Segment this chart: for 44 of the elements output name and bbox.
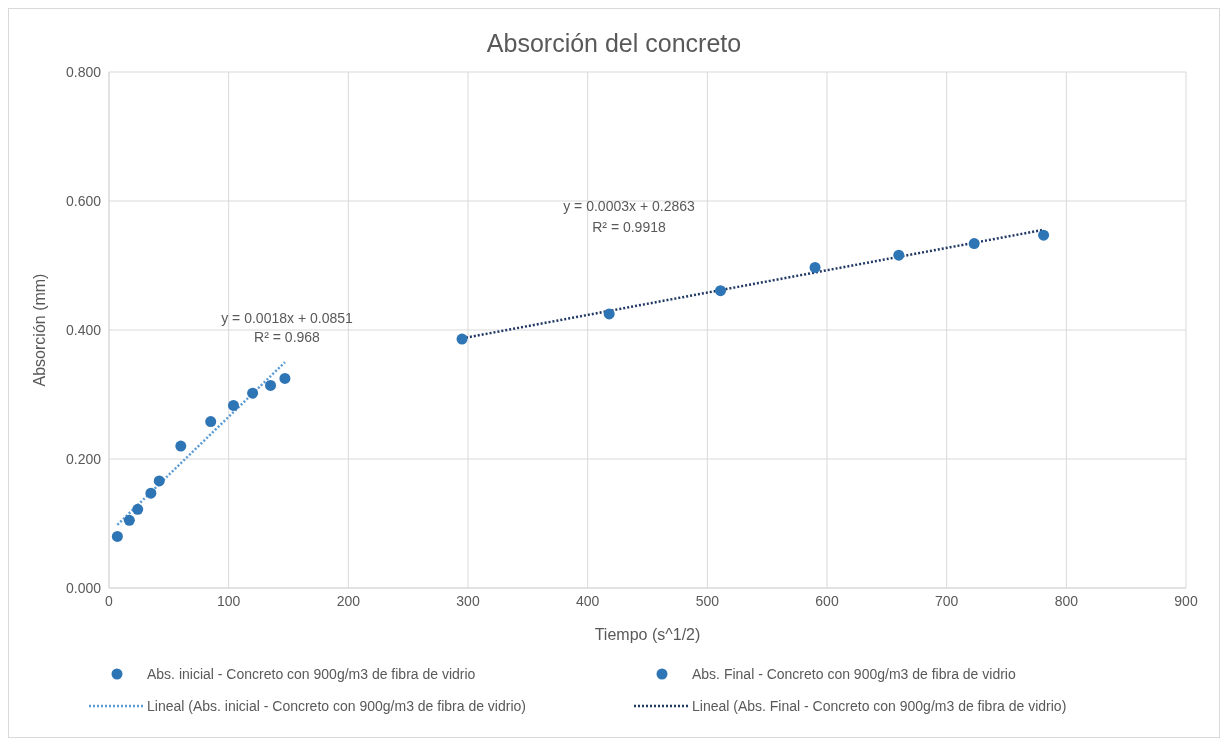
point [715, 285, 726, 297]
annotation: y = 0.0003x + 0.2863 [563, 198, 695, 214]
x-tick-label: 700 [934, 592, 959, 609]
annotation: R² = 0.968 [254, 329, 320, 345]
point [247, 387, 259, 399]
x-tick-label: 500 [695, 592, 720, 609]
annotation: R² = 0.9918 [592, 219, 666, 235]
x-tick-label: 100 [216, 592, 241, 609]
point [123, 514, 135, 526]
point [968, 238, 980, 250]
y-tick-label: 0.000 [65, 579, 102, 596]
point [145, 487, 157, 499]
x-tick-label: 0 [105, 592, 114, 609]
legend-label: Abs. inicial - Concreto con 900g/m3 de fibra de vidrio [147, 666, 476, 682]
point [227, 399, 239, 411]
point [603, 308, 615, 320]
legend-label: Lineal (Abs. Final - Concreto con 900g/m3 de fibra de vidrio) [692, 698, 1067, 714]
y-tick-label: 0.600 [65, 192, 102, 209]
y-tick-label: 0.200 [65, 450, 102, 467]
point [111, 530, 123, 542]
point [265, 379, 277, 391]
y-tick-label: 0.800 [65, 63, 102, 80]
annotation: y = 0.0018x + 0.0851 [221, 310, 353, 326]
x-tick-label: 200 [336, 592, 361, 609]
x-axis-title: Tiempo (s^1/2) [594, 626, 701, 643]
x-tick-label: 900 [1174, 592, 1198, 609]
x-tick-label: 600 [815, 592, 839, 609]
legend-label: Abs. Final - Concreto con 900g/m3 de fibra de vidrio [692, 666, 1016, 682]
point [893, 249, 905, 261]
point [205, 416, 217, 428]
point [132, 503, 144, 515]
y-tick-label: 0.400 [65, 321, 102, 338]
point [153, 475, 165, 487]
point [1038, 229, 1050, 241]
x-tick-label: 400 [575, 592, 600, 609]
point [279, 372, 291, 384]
y-axis-title: Absorción (mm) [30, 273, 48, 387]
point [809, 261, 821, 273]
point [175, 440, 187, 452]
point [456, 333, 468, 345]
x-tick-label: 300 [456, 592, 480, 609]
x-tick-label: 800 [1054, 592, 1079, 609]
chart-title: Absorción del concreto [485, 29, 743, 58]
legend-label: Lineal (Abs. inicial - Concreto con 900g/m3 de fibra de vidrio) [147, 698, 526, 714]
